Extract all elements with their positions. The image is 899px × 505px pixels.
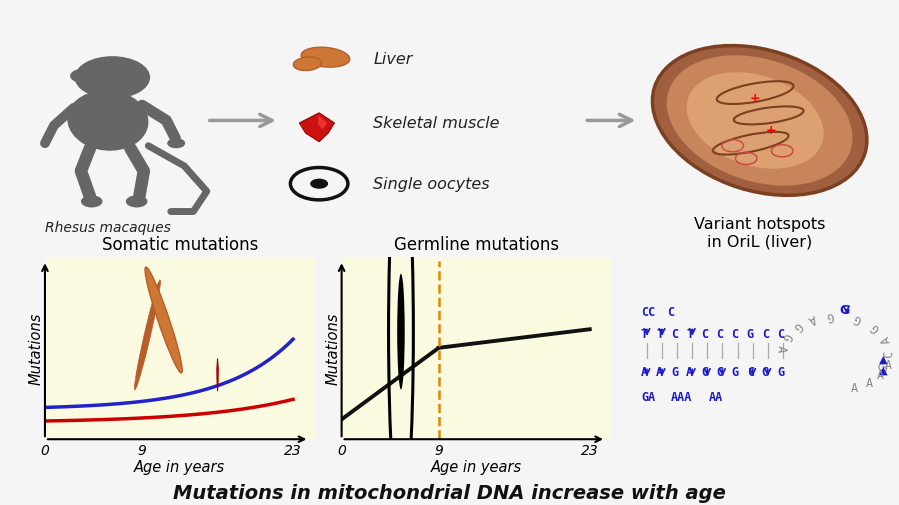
Title: Germline mutations: Germline mutations [394, 235, 559, 253]
Text: C: C [701, 328, 708, 341]
Circle shape [70, 70, 95, 84]
Text: G: G [777, 366, 784, 378]
Text: G: G [732, 366, 739, 378]
Text: C: C [732, 328, 739, 341]
Text: CC: CC [641, 305, 655, 318]
Text: T: T [656, 328, 663, 341]
Text: C: C [667, 305, 673, 318]
Text: A: A [878, 333, 894, 344]
Circle shape [310, 179, 328, 189]
Text: G: G [840, 304, 850, 317]
Text: G: G [852, 311, 864, 326]
Text: G: G [701, 366, 708, 378]
Text: A: A [686, 366, 693, 378]
Text: G: G [672, 366, 679, 378]
X-axis label: Age in years: Age in years [134, 459, 226, 474]
Text: G: G [877, 361, 892, 373]
Text: A: A [656, 366, 663, 378]
Polygon shape [217, 359, 218, 391]
Ellipse shape [653, 46, 867, 196]
Text: Liver: Liver [373, 52, 413, 67]
Text: ▲: ▲ [879, 365, 888, 375]
Circle shape [167, 139, 185, 149]
Text: A: A [885, 359, 892, 371]
Text: C: C [761, 328, 769, 341]
X-axis label: Age in years: Age in years [431, 459, 522, 474]
Text: C: C [883, 349, 895, 357]
Text: G: G [826, 309, 834, 322]
Text: AAA: AAA [672, 390, 692, 403]
Text: +: + [750, 92, 761, 105]
Text: C: C [717, 328, 724, 341]
Text: C: C [777, 328, 784, 341]
Text: T: T [686, 328, 693, 341]
Ellipse shape [687, 73, 823, 169]
Y-axis label: Mutations: Mutations [29, 312, 43, 385]
Text: A: A [877, 368, 884, 381]
FancyArrowPatch shape [209, 115, 272, 127]
Y-axis label: Mutations: Mutations [325, 312, 340, 385]
Text: G: G [779, 330, 794, 342]
Ellipse shape [301, 48, 350, 68]
Text: T: T [641, 328, 648, 341]
Ellipse shape [67, 91, 148, 152]
Title: Variant hotspots
in OriL (liver): Variant hotspots in OriL (liver) [694, 216, 825, 248]
Polygon shape [299, 114, 334, 142]
Text: C: C [747, 366, 754, 378]
Text: Rhesus macaques: Rhesus macaques [45, 221, 171, 235]
Polygon shape [318, 116, 327, 130]
Text: A: A [641, 366, 648, 378]
Title: Somatic mutations: Somatic mutations [102, 235, 258, 253]
Circle shape [75, 57, 150, 99]
Ellipse shape [293, 58, 322, 71]
Circle shape [126, 196, 147, 208]
Text: Single oocytes: Single oocytes [373, 177, 490, 192]
Text: ▲: ▲ [879, 354, 888, 364]
Text: AA: AA [709, 390, 723, 403]
Ellipse shape [115, 84, 140, 93]
Text: C: C [672, 328, 679, 341]
Text: A: A [775, 344, 788, 352]
Text: G: G [717, 366, 724, 378]
Text: +: + [765, 124, 776, 137]
Text: G: G [761, 366, 769, 378]
FancyArrowPatch shape [587, 115, 632, 127]
Ellipse shape [667, 56, 852, 186]
Circle shape [397, 274, 405, 390]
Text: Mutations in mitochondrial DNA increase with age: Mutations in mitochondrial DNA increase … [174, 483, 725, 502]
Ellipse shape [145, 268, 182, 373]
Text: A: A [851, 381, 859, 394]
Text: G: G [790, 319, 804, 333]
Ellipse shape [135, 280, 160, 390]
Text: A: A [866, 376, 873, 389]
Text: G: G [747, 328, 754, 341]
Circle shape [81, 196, 102, 208]
Text: GA: GA [641, 390, 655, 403]
Text: A: A [806, 311, 818, 326]
Text: G: G [868, 320, 882, 334]
Text: Skeletal muscle: Skeletal muscle [373, 116, 500, 131]
